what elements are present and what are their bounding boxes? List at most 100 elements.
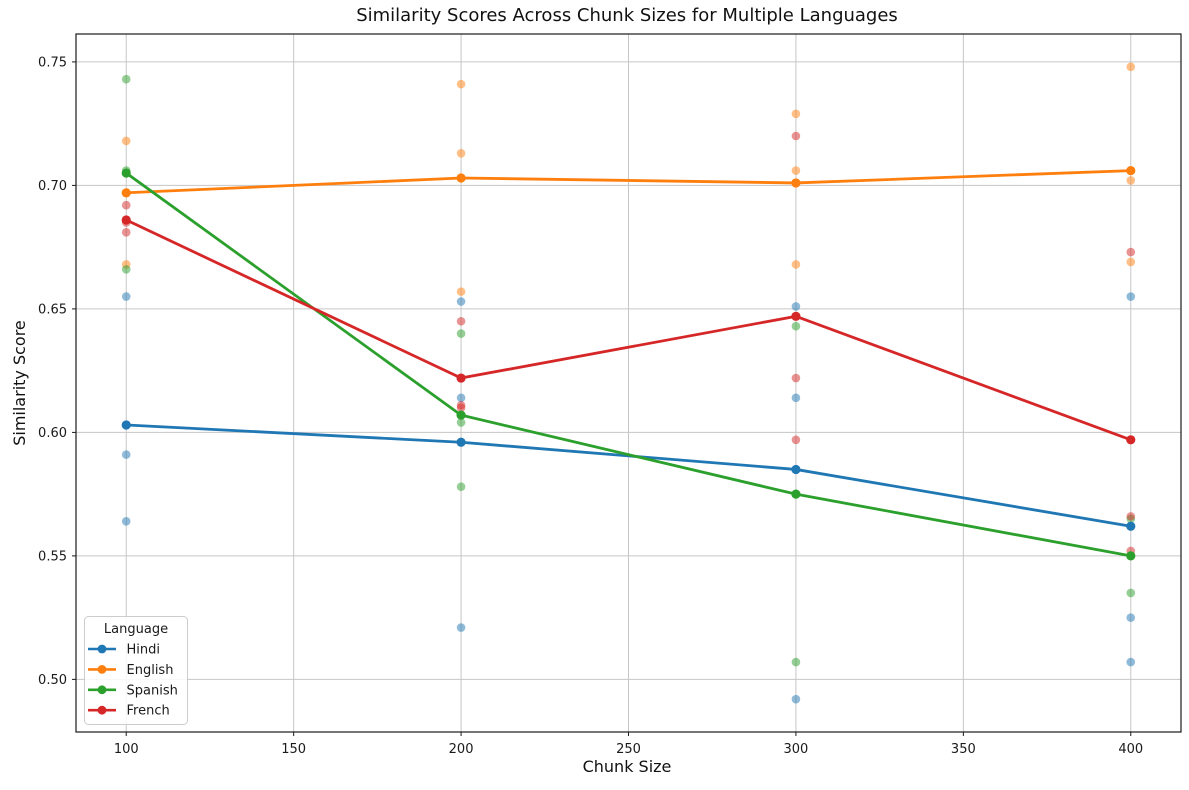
legend-label-french: French xyxy=(127,704,170,719)
scatter-point xyxy=(456,297,466,306)
scatter-point xyxy=(1126,657,1136,667)
y-tick-label-0.75: 0.75 xyxy=(38,55,67,70)
chart-title: Similarity Scores Across Chunk Sizes for… xyxy=(356,5,898,26)
legend-item-spanish: Spanish xyxy=(88,683,178,698)
scatter-point xyxy=(791,109,801,119)
scatter-point xyxy=(121,200,131,210)
scatter-point xyxy=(791,302,801,311)
legend-box xyxy=(84,616,188,725)
scatter-point xyxy=(1126,62,1136,72)
scatter-point xyxy=(121,136,131,146)
legend-item-english: English xyxy=(88,663,173,678)
x-tick-label-350: 350 xyxy=(951,742,976,757)
x-tick-label-200: 200 xyxy=(449,742,474,757)
scatter-point xyxy=(456,287,466,296)
x-tick-label-100: 100 xyxy=(114,742,139,757)
line-path xyxy=(124,218,1133,442)
scatter-point xyxy=(791,435,801,445)
scatter-point xyxy=(1126,247,1136,257)
line-spanish xyxy=(121,168,1136,561)
scatter-point xyxy=(456,316,466,326)
x-tick-label-150: 150 xyxy=(281,742,306,757)
legend: Language Hindi English Spanish French xyxy=(84,616,188,725)
y-tick-label-0.50: 0.50 xyxy=(38,673,67,688)
scatter-point xyxy=(1126,588,1136,598)
scatter-point xyxy=(121,517,131,526)
scatter-point xyxy=(791,260,801,269)
axis-ticks: 100 150 200 250 300 350 400 0.50 0.55 0.60 0.65 0.7… xyxy=(38,55,1143,757)
scatter-point xyxy=(121,74,131,84)
line-marker xyxy=(1126,521,1136,531)
line-marker xyxy=(121,188,131,198)
scatter-point xyxy=(456,418,466,427)
scatter-point xyxy=(121,450,131,459)
scatter-point xyxy=(791,166,801,175)
scatter-point xyxy=(1126,512,1136,521)
scatter-point xyxy=(121,228,131,237)
line-french xyxy=(121,215,1136,445)
legend-item-hindi: Hindi xyxy=(88,643,160,658)
scatter-point xyxy=(791,694,801,704)
legend-title: Language xyxy=(104,622,168,637)
y-tick-label-0.60: 0.60 xyxy=(38,426,67,441)
x-tick-label-300: 300 xyxy=(784,742,809,757)
y-axis-label: Similarity Score xyxy=(10,320,29,446)
line-marker xyxy=(1126,165,1136,176)
scatter-hindi xyxy=(121,292,1136,704)
legend-marker-dot xyxy=(97,685,107,695)
line-marker xyxy=(456,173,466,183)
scatter-point xyxy=(456,329,466,338)
line-marker xyxy=(791,311,801,321)
scatter-point xyxy=(456,79,466,89)
x-axis-label: Chunk Size xyxy=(583,757,672,776)
legend-label-english: English xyxy=(127,663,174,678)
line-marker xyxy=(121,215,131,225)
line-marker xyxy=(1126,435,1136,445)
y-tick-label-0.55: 0.55 xyxy=(38,549,67,564)
line-marker xyxy=(456,410,466,420)
scatter-point xyxy=(121,292,131,301)
scatter-french xyxy=(121,131,1136,556)
y-tick-label-0.65: 0.65 xyxy=(38,302,67,317)
scatter-point xyxy=(791,131,801,141)
line-marker xyxy=(456,437,466,447)
series-lines xyxy=(121,165,1136,561)
scatter-point xyxy=(791,393,801,403)
line-marker xyxy=(791,178,801,188)
y-tick-label-0.70: 0.70 xyxy=(38,179,67,194)
legend-marker-dot xyxy=(97,705,107,715)
legend-marker-dot xyxy=(97,665,107,674)
legend-label-hindi: Hindi xyxy=(127,643,161,658)
scatter-points xyxy=(121,62,1136,704)
scatter-point xyxy=(1126,292,1136,301)
scatter-point xyxy=(1126,613,1136,622)
gridlines xyxy=(76,34,1181,732)
x-tick-label-250: 250 xyxy=(616,742,641,757)
x-tick-label-400: 400 xyxy=(1118,742,1143,757)
legend-marker-dot xyxy=(97,644,107,654)
line-marker xyxy=(791,464,801,475)
scatter-point xyxy=(456,482,466,492)
line-marker xyxy=(456,373,466,383)
legend-label-spanish: Spanish xyxy=(127,683,178,698)
line-marker xyxy=(1126,551,1136,561)
scatter-point xyxy=(456,148,466,158)
scatter-point xyxy=(456,403,466,412)
scatter-point xyxy=(456,623,466,632)
scatter-point xyxy=(791,657,801,667)
scatter-point xyxy=(791,373,801,383)
line-marker xyxy=(121,420,131,430)
legend-item-french: French xyxy=(88,704,170,719)
scatter-point xyxy=(791,321,801,331)
line-path xyxy=(124,171,1133,558)
line-marker xyxy=(121,168,131,178)
line-english xyxy=(121,165,1136,198)
scatter-point xyxy=(1126,257,1136,267)
line-path xyxy=(124,169,1133,195)
scatter-point xyxy=(1126,176,1136,185)
line-marker xyxy=(791,489,801,499)
scatter-point xyxy=(456,393,466,403)
scatter-point xyxy=(121,265,131,274)
